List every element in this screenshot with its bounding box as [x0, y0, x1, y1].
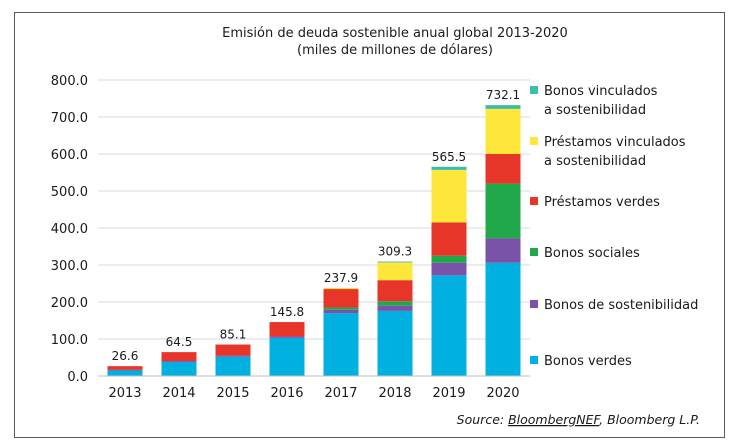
- y-tick-label: 500.0: [51, 185, 88, 200]
- source-prefix: Source:: [457, 412, 508, 427]
- legend-swatch: [530, 86, 538, 94]
- legend-label: Bonos vinculados a sostenibilidad: [544, 84, 658, 118]
- bar-segment: [323, 313, 359, 376]
- x-tick-label: 2016: [270, 386, 303, 401]
- bar-segment: [323, 307, 359, 310]
- legend-swatch: [530, 137, 538, 145]
- legend: Bonos vinculados a sostenibilidad Préstamo…: [530, 84, 698, 369]
- bar-segment: [377, 301, 413, 306]
- bar-segment: [215, 356, 251, 376]
- y-tick-label: 700.0: [51, 111, 88, 126]
- bar-segment: [377, 305, 413, 311]
- bar-segment: [161, 361, 197, 376]
- bar-segment: [269, 337, 305, 376]
- legend-swatch: [530, 300, 538, 308]
- source-name: BloombergNEF: [508, 412, 601, 427]
- legend-label: Préstamos verdes: [544, 195, 660, 210]
- bar-segment: [107, 369, 143, 371]
- bar-total-label: 237.9: [324, 271, 358, 285]
- legend-label: Préstamos vinculados a sostenibilidad: [544, 135, 686, 169]
- y-tick-label: 800.0: [51, 74, 88, 89]
- bar-segment: [269, 322, 305, 337]
- bar-total-label: 732.1: [486, 88, 520, 102]
- bar-segment: [161, 352, 197, 362]
- source-note: Source: BloombergNEF, Bloomberg L.P.: [457, 412, 700, 427]
- legend-swatch: [530, 356, 538, 364]
- y-tick-label: 400.0: [51, 222, 88, 237]
- legend-label: Bonos sociales: [544, 246, 640, 261]
- source-suffix: , Bloomberg L.P.: [599, 412, 700, 427]
- bar-segment: [323, 289, 359, 308]
- legend-swatch: [530, 197, 538, 205]
- chart-subtitle: (miles de millones de dólares): [297, 43, 493, 58]
- bar-segment: [431, 169, 467, 223]
- legend-swatch: [530, 248, 538, 256]
- bar-total-label: 309.3: [378, 245, 412, 259]
- x-tick-label: 2013: [108, 386, 141, 401]
- bar-segment: [269, 336, 305, 338]
- bar-segment: [377, 261, 413, 263]
- bar-segment: [107, 366, 143, 370]
- legend-label: Bonos de sostenibilidad: [544, 298, 698, 313]
- bar-segment: [431, 275, 467, 376]
- y-tick-label: 200.0: [51, 296, 88, 311]
- x-axis-ticks: 2013 2014 2015 2016 2017 2018 2019 2020: [108, 386, 519, 401]
- bar-segment: [215, 344, 251, 356]
- y-tick-label: 100.0: [51, 333, 88, 348]
- x-tick-label: 2014: [162, 386, 195, 401]
- chart-title: Emisión de deuda sostenible anual global…: [222, 26, 568, 41]
- bar-segment: [107, 370, 143, 376]
- bar-segment: [323, 287, 359, 290]
- bar-segment: [161, 361, 197, 362]
- bar-segment: [431, 262, 467, 276]
- x-tick-label: 2015: [216, 386, 249, 401]
- bar-total-label: 85.1: [220, 328, 247, 342]
- y-tick-label: 600.0: [51, 148, 88, 163]
- bar-segment: [377, 280, 413, 302]
- x-tick-label: 2018: [378, 386, 411, 401]
- bar-totals: 26.6 64.5 85.1 145.8 237.9 309.3 565.5 732.1: [112, 88, 521, 363]
- x-tick-label: 2017: [324, 386, 357, 401]
- bar-segment: [485, 262, 521, 376]
- y-tick-label: 0.0: [67, 370, 88, 385]
- bar-total-label: 26.6: [112, 349, 139, 363]
- legend-label: Bonos verdes: [544, 354, 632, 369]
- y-axis-ticks: 0.0 100.0 200.0 300.0 400.0 500.0 600.0 700.0 80…: [51, 74, 88, 385]
- bar-segment: [485, 154, 521, 184]
- y-tick-label: 300.0: [51, 259, 88, 274]
- bar-segment: [215, 355, 251, 357]
- bar-segment: [431, 166, 467, 170]
- bar-segment: [377, 310, 413, 376]
- bar-segment: [485, 108, 521, 154]
- bar-segment: [485, 183, 521, 239]
- bar-total-label: 145.8: [270, 305, 304, 319]
- x-tick-label: 2019: [432, 386, 465, 401]
- bar-total-label: 565.5: [432, 150, 466, 164]
- x-tick-label: 2020: [486, 386, 519, 401]
- bar-segment: [323, 309, 359, 314]
- bar-stacks: [107, 105, 521, 376]
- bar-segment: [377, 262, 413, 281]
- bar-total-label: 64.5: [166, 335, 193, 349]
- bar-segment: [431, 255, 467, 263]
- bar-segment: [485, 238, 521, 263]
- bar-segment: [485, 105, 521, 109]
- bar-segment: [431, 222, 467, 256]
